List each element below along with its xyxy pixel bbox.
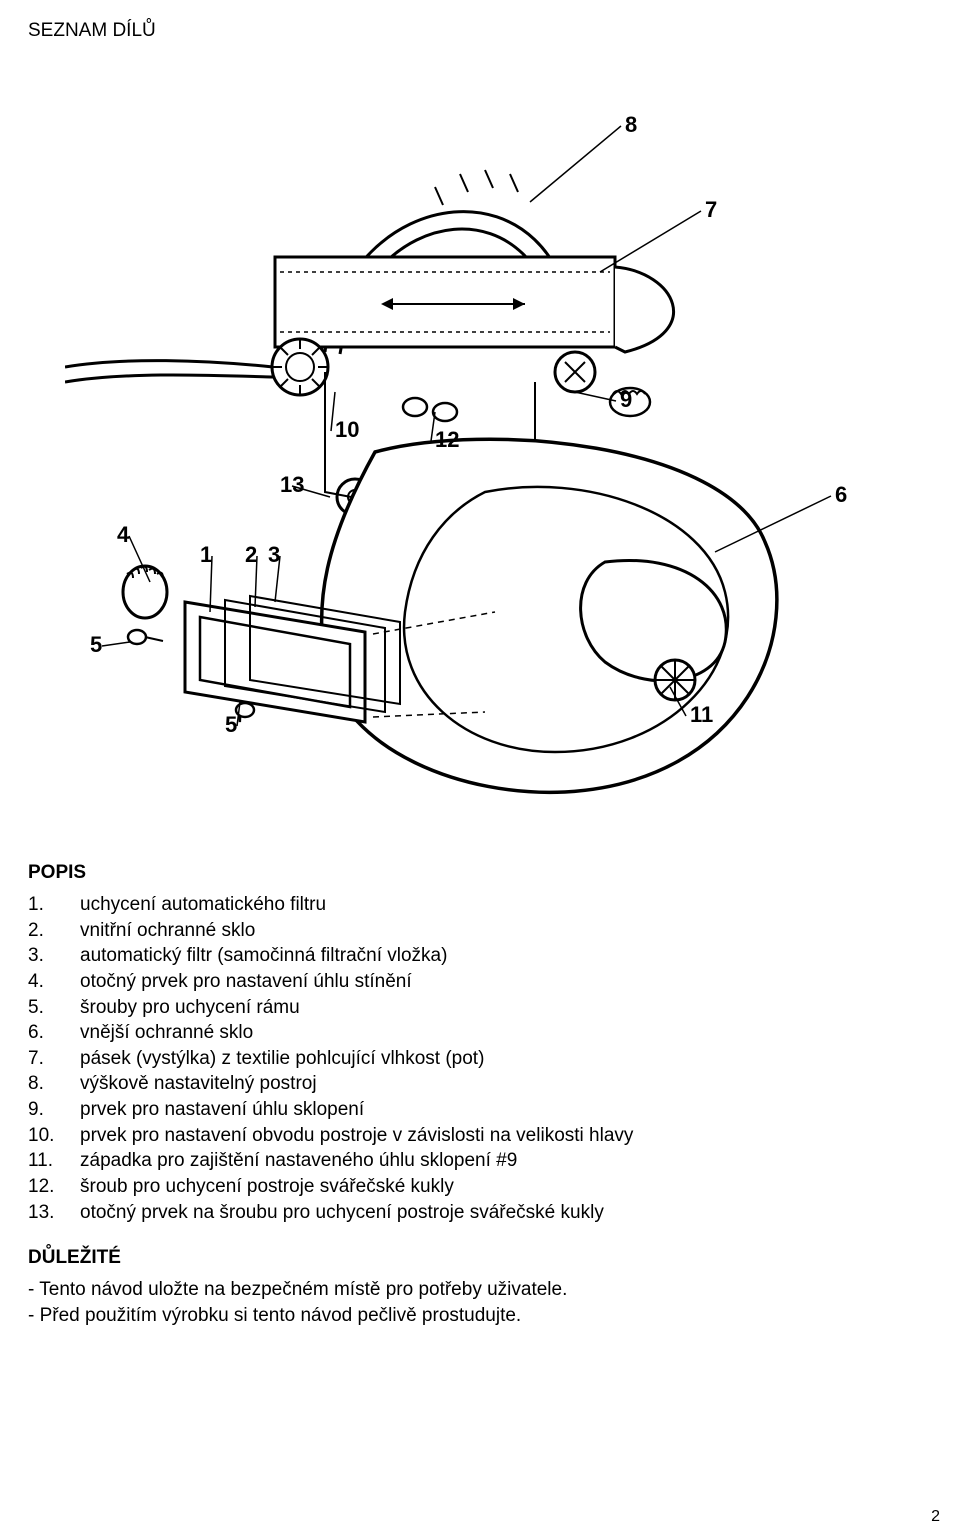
callout-label: 12 [435, 427, 459, 452]
description-item-number: 13. [28, 1200, 80, 1226]
callout-label: 3 [268, 542, 280, 567]
description-item-text: otočný prvek pro nastavení úhlu stínění [80, 969, 412, 995]
callout-leader [600, 211, 701, 272]
description-item: 2.vnitřní ochranné sklo [28, 918, 932, 944]
description-item-number: 2. [28, 918, 80, 944]
description-item-text: prvek pro nastavení obvodu postroje v zá… [80, 1123, 633, 1149]
important-list: Tento návod uložte na bezpečném místě pr… [28, 1277, 932, 1328]
description-item: 3.automatický filtr (samočinná filtrační… [28, 943, 932, 969]
callout-leader [530, 126, 621, 202]
description-item: 4.otočný prvek pro nastavení úhlu stíněn… [28, 969, 932, 995]
description-item-number: 4. [28, 969, 80, 995]
important-heading: DŮLEŽITÉ [28, 1247, 932, 1269]
description-item-text: pásek (vystýlka) z textilie pohlcující v… [80, 1046, 484, 1072]
description-item-text: západka pro zajištění nastaveného úhlu s… [80, 1148, 517, 1174]
description-item-number: 11. [28, 1148, 80, 1174]
page-title: SEZNAM DÍLŮ [28, 20, 932, 42]
description-item: 11.západka pro zajištění nastaveného úhl… [28, 1148, 932, 1174]
important-item: Před použitím výrobku si tento návod peč… [28, 1303, 932, 1329]
description-item-number: 9. [28, 1097, 80, 1123]
callout-label: 5' [225, 712, 242, 737]
description-item-text: vnější ochranné sklo [80, 1020, 253, 1046]
callout-label: 6 [835, 482, 847, 507]
description-item-text: otočný prvek na šroubu pro uchycení post… [80, 1200, 604, 1226]
callout-label: 7 [705, 197, 717, 222]
description-item: 8.výškově nastavitelný postroj [28, 1071, 932, 1097]
callout-label: 8 [625, 112, 637, 137]
parts-diagram: 8791012136412355'11 [65, 72, 895, 822]
description-item: 5.šrouby pro uchycení rámu [28, 995, 932, 1021]
description-item-text: uchycení automatického filtru [80, 892, 326, 918]
description-item: 12.šroub pro uchycení postroje svářečské… [28, 1174, 932, 1200]
callout-label: 11 [690, 702, 713, 727]
description-item-number: 10. [28, 1123, 80, 1149]
description-item: 7.pásek (vystýlka) z textilie pohlcující… [28, 1046, 932, 1072]
description-item: 9.prvek pro nastavení úhlu sklopení [28, 1097, 932, 1123]
page-number: 2 [931, 1508, 940, 1526]
description-item-text: vnitřní ochranné sklo [80, 918, 255, 944]
callout-label: 10 [335, 417, 359, 442]
description-item-text: šroub pro uchycení postroje svářečské ku… [80, 1174, 454, 1200]
callout-label: 1 [200, 542, 212, 567]
description-item: 13.otočný prvek na šroubu pro uchycení p… [28, 1200, 932, 1226]
callout-label: 5 [90, 632, 102, 657]
description-item-number: 7. [28, 1046, 80, 1072]
description-item-number: 3. [28, 943, 80, 969]
description-item-text: prvek pro nastavení úhlu sklopení [80, 1097, 364, 1123]
description-item-text: výškově nastavitelný postroj [80, 1071, 317, 1097]
popis-heading: POPIS [28, 862, 932, 884]
description-item-number: 6. [28, 1020, 80, 1046]
description-item-number: 5. [28, 995, 80, 1021]
description-item-text: šrouby pro uchycení rámu [80, 995, 300, 1021]
callout-label: 2 [245, 542, 257, 567]
description-list: 1.uchycení automatického filtru2.vnitřní… [28, 892, 932, 1225]
description-item-text: automatický filtr (samočinná filtrační v… [80, 943, 447, 969]
description-item: 6.vnější ochranné sklo [28, 1020, 932, 1046]
callout-leader [102, 642, 130, 646]
callout-leader [575, 392, 616, 401]
description-item-number: 12. [28, 1174, 80, 1200]
description-item: 10.prvek pro nastavení obvodu postroje v… [28, 1123, 932, 1149]
description-item-number: 1. [28, 892, 80, 918]
callout-label: 13 [280, 472, 304, 497]
description-item: 1.uchycení automatického filtru [28, 892, 932, 918]
important-item: Tento návod uložte na bezpečném místě pr… [28, 1277, 932, 1303]
callout-label: 9 [620, 387, 632, 412]
callout-label: 4 [117, 522, 130, 547]
description-item-number: 8. [28, 1071, 80, 1097]
